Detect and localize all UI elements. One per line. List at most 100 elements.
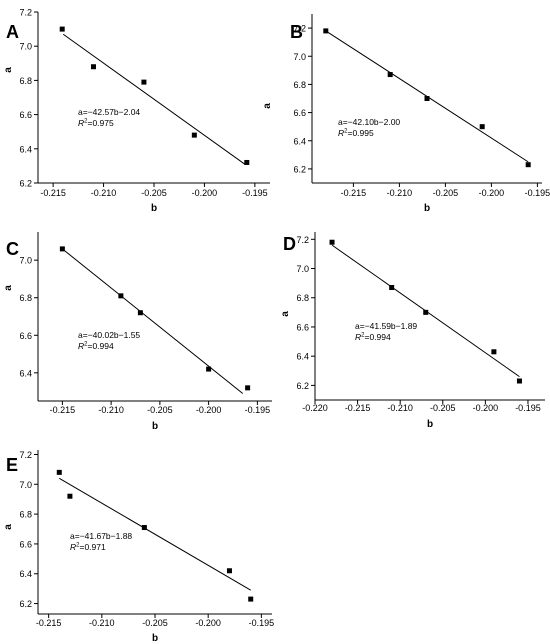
data-point: [525, 162, 531, 168]
r-squared: R2=0.994: [78, 341, 114, 351]
fit-equation: a=−41.67b−1.88: [70, 531, 132, 541]
fit-line: [62, 33, 246, 165]
x-tick-label: -0.195: [249, 618, 275, 628]
x-tick-label: -0.195: [242, 188, 268, 198]
r-squared-symbol: R: [355, 332, 361, 342]
r-squared-value: =0.995: [347, 128, 374, 138]
panel-label: A: [6, 22, 19, 42]
y-tick-label: 6.8: [293, 80, 306, 90]
r-squared-symbol: R: [78, 118, 84, 128]
r-squared-value: =0.975: [87, 118, 114, 128]
data-point: [90, 64, 96, 70]
r-squared-value: =0.994: [364, 332, 391, 342]
y-tick-label: 6.8: [19, 510, 32, 520]
y-axis-label: a: [280, 311, 291, 317]
y-tick-label: 7.0: [19, 480, 32, 490]
data-point: [226, 568, 232, 574]
x-tick-label: -0.200: [479, 188, 505, 198]
r-squared-exponent: 2: [76, 543, 80, 549]
data-point: [244, 159, 250, 165]
y-tick-label: 6.4: [19, 144, 32, 154]
data-point: [424, 96, 430, 101]
panel-e: E -0.215 -0.210 -0.205 -0.200 -0.195 6.2 6.4 6.6…: [3, 450, 274, 644]
data-point: [59, 26, 65, 32]
data-point: [59, 246, 65, 252]
data-point: [67, 493, 73, 499]
y-tick-label: 7.0: [19, 42, 32, 52]
r-squared-symbol: R: [78, 341, 84, 351]
y-tick-label: 6.4: [19, 569, 32, 579]
x-tick-label: -0.205: [142, 618, 168, 628]
y-tick-label: 6.6: [296, 322, 309, 332]
y-tick-label: 7.0: [296, 264, 309, 274]
y-tick-label: 6.6: [19, 331, 32, 341]
r-squared-value: =0.994: [87, 341, 114, 351]
r-squared-value: =0.971: [79, 542, 106, 552]
data-point: [329, 239, 335, 245]
panel-a: A -0.215 -0.210 -0.205 -0.200 -0.195 6.2 6.4 6.6…: [3, 8, 270, 214]
x-tick-label: -0.205: [433, 188, 459, 198]
data-point: [245, 385, 251, 391]
x-axis-label: b: [424, 203, 430, 214]
data-point: [141, 79, 147, 85]
r-squared-exponent: 2: [344, 129, 348, 135]
data-point: [323, 28, 329, 34]
r-squared-exponent: 2: [361, 333, 365, 339]
x-tick-label: -0.220: [302, 403, 328, 413]
x-axis-label: b: [152, 421, 158, 432]
y-tick-label: 6.8: [19, 293, 32, 303]
y-axis-label: a: [3, 285, 14, 291]
y-tick-label: 7.2: [293, 24, 306, 34]
fit-equation: a=−40.02b−1.55: [78, 330, 140, 340]
y-tick-label: 6.8: [19, 76, 32, 86]
x-tick-label: -0.205: [147, 405, 173, 415]
y-tick-label: 6.6: [19, 539, 32, 549]
r-squared: R2=0.971: [70, 542, 106, 552]
panel-label: B: [290, 22, 303, 42]
r-squared-exponent: 2: [84, 119, 88, 125]
fit-equation: a=−41.59b−1.89: [355, 321, 417, 331]
data-point: [479, 124, 485, 130]
x-axis-label: b: [151, 203, 157, 214]
x-tick-label: -0.205: [430, 403, 456, 413]
y-axis-label: a: [3, 67, 14, 73]
data-point: [141, 525, 147, 531]
y-tick-label: 7.2: [19, 8, 32, 18]
data-point: [389, 285, 395, 291]
y-tick-label: 6.2: [19, 599, 32, 609]
data-point: [206, 366, 212, 372]
y-tick-label: 6.6: [293, 108, 306, 118]
y-tick-label: 7.0: [293, 52, 306, 62]
x-tick-label: -0.215: [50, 405, 76, 415]
x-tick-label: -0.210: [89, 618, 115, 628]
r-squared: R2=0.975: [78, 118, 114, 128]
x-axis-label: b: [427, 419, 433, 430]
data-point: [387, 72, 393, 78]
x-tick-label: -0.215: [36, 618, 62, 628]
y-axis-label: a: [262, 103, 273, 109]
x-tick-label: -0.210: [387, 403, 413, 413]
y-tick-label: 7.0: [19, 256, 32, 266]
fit-line: [59, 477, 251, 591]
r-squared-symbol: R: [338, 128, 344, 138]
x-tick-label: -0.210: [91, 188, 117, 198]
data-point: [56, 469, 62, 475]
y-tick-label: 6.2: [19, 179, 32, 189]
x-tick-label: -0.215: [345, 403, 371, 413]
panel-label: E: [6, 455, 18, 475]
x-tick-label: -0.210: [387, 188, 413, 198]
y-tick-label: 6.4: [19, 368, 32, 378]
x-tick-label: -0.215: [341, 188, 367, 198]
panel-b: B -0.215 -0.210 -0.205 -0.200 -0.195 6.2 6.4 6.6…: [262, 14, 550, 214]
fit-line: [62, 248, 244, 394]
panel-c: C -0.215 -0.210 -0.205 -0.200 -0.195 6.4 6.6 6.8…: [3, 232, 272, 432]
panel-label: C: [6, 239, 19, 259]
y-tick-label: 6.4: [293, 136, 306, 146]
x-tick-label: -0.210: [98, 405, 124, 415]
r-squared-exponent: 2: [84, 342, 88, 348]
data-point: [191, 132, 197, 138]
data-point: [491, 349, 497, 355]
r-squared-symbol: R: [70, 542, 76, 552]
data-point: [248, 596, 254, 602]
